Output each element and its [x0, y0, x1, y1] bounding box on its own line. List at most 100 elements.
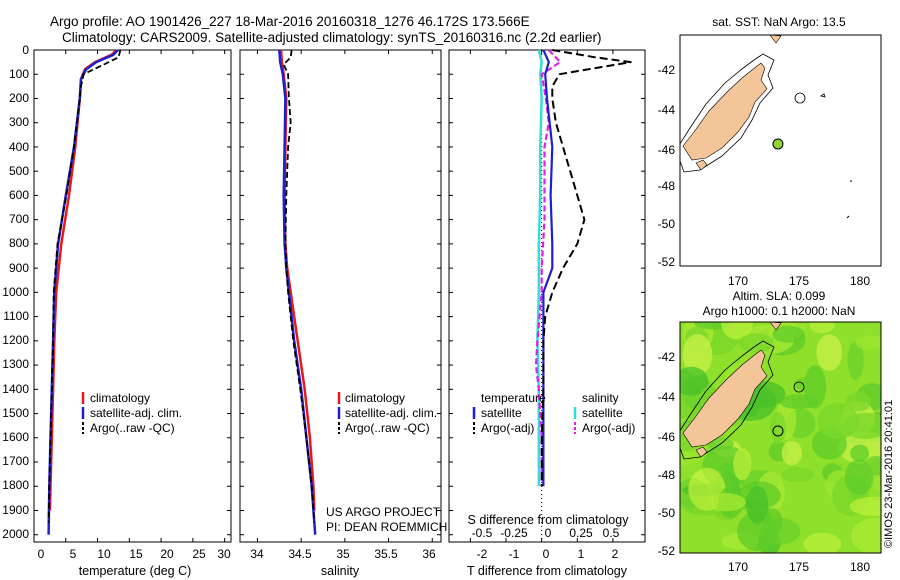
legend-label-argo: Argo(..raw -QC)	[90, 421, 175, 435]
header-line1: Argo profile: AO 1901426_227 18-Mar-2016…	[50, 14, 530, 29]
depth-tick-label: 1400	[2, 382, 29, 396]
diff-tick-label: -2	[477, 547, 488, 561]
lon-tick-label: 180	[850, 560, 870, 574]
depth-tick-label: 800	[9, 236, 29, 250]
temperature-tick-label: 20	[160, 547, 174, 561]
south-island-land	[682, 62, 768, 161]
temperature-tick-labels: 0 5 10 15 20 25 30 temperature (deg C)	[38, 547, 231, 578]
small-island	[820, 93, 826, 98]
legend-label-s-satellite: satellite	[582, 406, 623, 420]
lon-tick-label: 175	[789, 560, 809, 574]
sla-patch	[746, 486, 769, 524]
sla-map-lat-labels: -42 -44 -46 -48 -50 -52	[658, 350, 676, 558]
stewart-island-land	[695, 159, 708, 171]
lat-tick-label: -50	[658, 506, 676, 520]
legend-label-satellite: satellite-adj. clim.	[90, 406, 182, 420]
sst-map-title: sat. SST: NaN Argo: 13.5	[712, 15, 846, 29]
depth-tick-label: 0	[22, 43, 29, 57]
sla-patch	[817, 402, 859, 440]
temperature-tick-label: 10	[97, 547, 111, 561]
depth-tick-label: 1000	[2, 285, 29, 299]
header-line2: Climatology: CARS2009. Satellite-adjuste…	[62, 30, 602, 45]
temperature-legend: climatology satellite-adj. clim. Argo(..…	[81, 391, 182, 435]
depth-tick-label: 1900	[2, 503, 29, 517]
sla-map-subtitle: Argo h1000: 0.1 h2000: NaN	[703, 304, 856, 318]
diff-axis-label: T difference from climatology	[467, 564, 628, 578]
depth-tick-label: 200	[9, 91, 29, 105]
chatham-contour	[793, 381, 805, 393]
sst-map	[679, 34, 882, 267]
sla-patch	[816, 334, 843, 371]
lat-tick-label: -46	[658, 430, 676, 444]
salinity-argo-line	[282, 49, 316, 523]
salinity-diff-argo-line	[534, 49, 562, 487]
sla-patch	[680, 366, 709, 396]
lon-tick-label: 170	[728, 274, 748, 288]
lat-tick-label: -42	[658, 63, 676, 77]
project-line1: US ARGO PROJECT	[326, 505, 441, 519]
salinity-tick-labels: 34 34.5 35 35.5 36 salinity	[250, 547, 436, 578]
legend-label-t-satellite: satellite	[481, 406, 522, 420]
legend-label-climatology: climatology	[90, 391, 150, 405]
depth-tick-label: 1200	[2, 333, 29, 347]
salinity-legend: climatology satellite-adj. clim. Argo(..…	[337, 391, 437, 435]
sla-patch	[809, 322, 835, 334]
depth-tick-label: 100	[9, 67, 29, 81]
sla-patch	[769, 412, 787, 444]
lon-tick-label: 180	[850, 274, 870, 288]
salinity-diff-satellite-line	[536, 49, 543, 487]
lat-tick-label: -46	[658, 143, 676, 157]
temperature-tick-label: 30	[217, 547, 231, 561]
salinity-axes	[239, 49, 442, 543]
salinity-diff-tick-label: 0.5	[603, 526, 620, 540]
sla-patch	[772, 325, 805, 343]
salinity-diff-axis-label: S difference from climatology	[468, 513, 630, 527]
legend-label-argo: Argo(..raw -QC)	[345, 421, 430, 435]
tick-marks	[33, 49, 645, 542]
legend-label-satellite: satellite-adj. clim.	[345, 406, 437, 420]
sst-map-frame	[679, 34, 882, 267]
south-island-land	[682, 349, 768, 448]
diff-tick-label: -1	[509, 547, 520, 561]
sla-patch	[846, 391, 871, 412]
salinity-diff-tick-label: -0.5	[472, 526, 493, 540]
imos-watermark: ©IMOS 23-Mar-2016 20:41:01	[883, 400, 895, 548]
lat-tick-label: -48	[658, 468, 676, 482]
depth-tick-label: 600	[9, 188, 29, 202]
sla-patch	[704, 493, 746, 512]
lon-tick-label: 175	[789, 274, 809, 288]
difference-legend: temperature salinity satellite Argo(-adj…	[472, 391, 635, 435]
salinity-tick-label: 35.5	[374, 547, 398, 561]
sla-map-frame	[679, 321, 882, 554]
depth-tick-label: 2000	[2, 527, 29, 541]
lat-tick-label: -44	[658, 390, 676, 404]
difference-tick-labels: -2 -1 0 1 2 T difference from climatolog…	[467, 513, 629, 578]
lat-tick-label: -52	[658, 255, 676, 269]
project-line2: PI: DEAN ROEMMICH	[326, 520, 447, 534]
sla-patch	[781, 440, 802, 466]
legend-title-salinity: salinity	[582, 391, 619, 405]
sla-map	[679, 321, 882, 554]
salinity-tick-label: 36	[422, 547, 436, 561]
sla-map-lon-labels: 170 175 180	[728, 560, 870, 574]
salinity-tick-label: 35	[336, 547, 350, 561]
diff-tick-label: 1	[578, 547, 585, 561]
sla-patch	[781, 467, 815, 483]
argo-float-marker	[772, 425, 784, 437]
temperature-climatology-line	[48, 49, 118, 511]
depth-tick-label: 1800	[2, 478, 29, 492]
sst-map-lat-labels: -42 -44 -46 -48 -50 -52	[658, 63, 676, 269]
temperature-tick-label: 5	[70, 547, 77, 561]
difference-axes	[448, 49, 646, 543]
profile-series	[47, 49, 632, 535]
sst-map-lon-labels: 170 175 180	[728, 274, 870, 288]
lat-tick-label: -42	[658, 350, 676, 364]
salinity-diff-tick-label: -0.25	[500, 526, 528, 540]
temperature-diff-argo-line	[540, 49, 632, 487]
sla-patch	[851, 518, 881, 553]
sla-patch	[803, 532, 842, 553]
temperature-diff-satellite-line	[542, 49, 554, 487]
salinity-tick-label: 34.5	[288, 547, 312, 561]
salinity-axis-label: salinity	[321, 564, 360, 578]
